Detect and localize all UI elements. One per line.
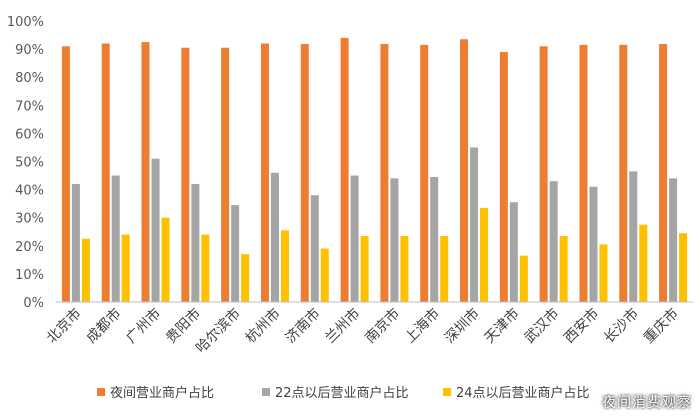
y-tick-label: 60% (15, 127, 44, 142)
bar (470, 147, 479, 302)
x-tick-label: 广州市 (123, 305, 165, 347)
bars (61, 37, 688, 303)
bar (81, 238, 90, 302)
bar (380, 44, 389, 303)
bar (559, 235, 568, 302)
bar (270, 172, 279, 302)
bar (221, 47, 230, 302)
bar (480, 207, 489, 302)
x-tick-label: 兰州市 (322, 305, 364, 347)
bar (599, 244, 608, 302)
legend-swatch (97, 388, 105, 396)
y-tick-label: 70% (15, 99, 44, 114)
x-tick-label: 武汉市 (521, 305, 563, 347)
y-tick-label: 30% (15, 212, 44, 227)
bar (509, 202, 518, 302)
bar (201, 234, 210, 302)
bar (241, 254, 250, 302)
bar (679, 233, 688, 302)
y-axis: 0% 10% 20% 30% 40% 50% 60% 70% 80% 90% 100% (7, 15, 44, 311)
x-tick-label: 哈尔滨市 (192, 305, 244, 357)
bar (430, 176, 439, 302)
bar (619, 44, 628, 302)
legend-swatch (262, 388, 270, 396)
bar (161, 217, 170, 302)
bar (121, 234, 130, 302)
bar (519, 255, 528, 302)
bar (260, 43, 269, 302)
bar (440, 235, 449, 302)
x-tick-label: 南京市 (362, 305, 404, 347)
bar (61, 46, 70, 302)
legend-label: 夜间营业商户占比 (110, 385, 214, 401)
bar (101, 43, 110, 302)
bar (659, 44, 668, 303)
x-tick-label: 西安市 (561, 305, 603, 347)
y-tick-label: 100% (7, 15, 44, 30)
bar (420, 44, 429, 302)
x-tick-label: 济南市 (282, 305, 324, 347)
bar (360, 235, 369, 302)
bar (231, 205, 240, 302)
x-tick-label: 上海市 (401, 305, 443, 347)
x-tick-label: 成都市 (83, 305, 125, 347)
bar (539, 46, 548, 302)
bar (181, 47, 190, 302)
watermark-text: 夜间消费观察 (602, 395, 692, 411)
bar (320, 248, 329, 302)
bar (390, 178, 399, 302)
x-tick-label: 北京市 (43, 305, 85, 347)
bar (589, 186, 598, 302)
x-tick-label: 长沙市 (600, 305, 642, 347)
legend-label: 22点以后营业商户占比 (275, 385, 409, 401)
bar (300, 44, 309, 303)
y-tick-label: 20% (15, 240, 44, 255)
bar (280, 230, 289, 302)
x-axis: 北京市成都市广州市贵阳市哈尔滨市杭州市济南市兰州市南京市上海市深圳市天津市武汉市… (43, 301, 693, 357)
x-tick-label: 重庆市 (640, 305, 682, 347)
bar (639, 224, 648, 302)
bar (151, 158, 160, 302)
y-tick-label: 50% (15, 156, 44, 171)
legend-swatch (443, 388, 451, 396)
x-tick-label: 杭州市 (242, 305, 284, 347)
legend-label: 24点以后营业商户占比 (456, 385, 590, 401)
y-tick-label: 10% (15, 268, 44, 283)
x-tick-label: 深圳市 (441, 305, 483, 347)
x-tick-label: 天津市 (481, 305, 523, 347)
bar (350, 175, 359, 302)
bar (340, 37, 349, 303)
bar (629, 171, 638, 302)
bar (191, 183, 200, 302)
bar (71, 183, 80, 302)
bar (141, 42, 150, 302)
bar (111, 175, 120, 302)
y-tick-label: 40% (15, 184, 44, 199)
y-tick-label: 80% (15, 71, 44, 86)
bar (669, 178, 678, 302)
y-tick-label: 0% (23, 296, 44, 311)
legend: 夜间营业商户占比 22点以后营业商户占比 24点以后营业商户占比 (97, 385, 590, 401)
y-tick-label: 90% (15, 43, 44, 58)
bar (499, 51, 508, 302)
bar (310, 195, 319, 302)
bar (400, 235, 409, 302)
bar (579, 44, 588, 302)
bar (549, 181, 558, 302)
bar (460, 39, 469, 302)
